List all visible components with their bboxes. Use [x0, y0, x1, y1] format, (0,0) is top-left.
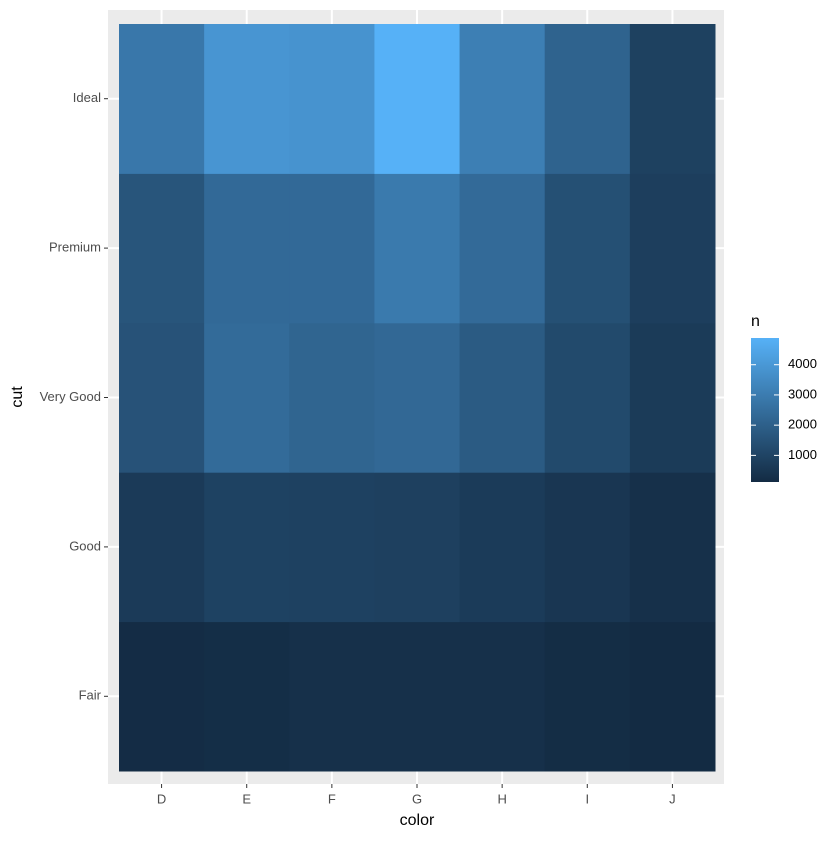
- tile: [119, 24, 205, 174]
- tile: [289, 472, 375, 623]
- tile: [459, 24, 546, 174]
- y-tick-label: Very Good: [40, 389, 101, 404]
- tile: [119, 173, 205, 324]
- y-tick-label: Premium: [49, 240, 101, 255]
- y-tick-label: Fair: [79, 688, 102, 703]
- tile: [289, 621, 375, 772]
- x-tick-label: J: [669, 791, 676, 806]
- x-tick-label: I: [585, 791, 589, 806]
- tile: [119, 322, 205, 473]
- tile: [119, 472, 205, 623]
- tile: [374, 472, 461, 623]
- tile: [289, 24, 375, 174]
- tile: [629, 322, 716, 473]
- tile: [544, 173, 631, 324]
- x-axis-title: color: [400, 812, 435, 829]
- colorbar-tick-label: 3000: [788, 386, 817, 401]
- tile: [459, 173, 546, 324]
- colorbar: [751, 338, 779, 482]
- colorbar-tick-label: 2000: [788, 417, 817, 432]
- y-tick-label: Good: [69, 538, 101, 553]
- tile: [374, 173, 461, 324]
- tile: [289, 173, 375, 324]
- tile: [544, 24, 631, 174]
- tile: [204, 173, 290, 324]
- tile: [544, 472, 631, 623]
- tile: [629, 621, 716, 772]
- colorbar-tick-label: 4000: [788, 356, 817, 371]
- x-tick-label: G: [412, 791, 422, 806]
- tile: [629, 24, 716, 174]
- y-tick-label: Ideal: [73, 90, 101, 105]
- tile: [544, 621, 631, 772]
- colorbar-tick-label: 1000: [788, 447, 817, 462]
- tile: [374, 24, 461, 174]
- tile: [289, 322, 375, 473]
- x-tick-label: F: [328, 791, 336, 806]
- tile: [629, 173, 716, 324]
- legend-title: n: [751, 313, 760, 330]
- tile: [119, 621, 205, 772]
- tile: [629, 472, 716, 623]
- tile: [459, 472, 546, 623]
- tile: [204, 24, 290, 174]
- tile: [204, 472, 290, 623]
- x-tick-label: H: [497, 791, 506, 806]
- tile: [459, 322, 546, 473]
- tile: [374, 322, 461, 473]
- tile: [544, 322, 631, 473]
- tile: [204, 621, 290, 772]
- y-axis-title: cut: [9, 386, 26, 408]
- tile: [374, 621, 461, 772]
- x-tick-label: D: [157, 791, 166, 806]
- tile: [459, 621, 546, 772]
- x-tick-label: E: [242, 791, 251, 806]
- tile: [204, 322, 290, 473]
